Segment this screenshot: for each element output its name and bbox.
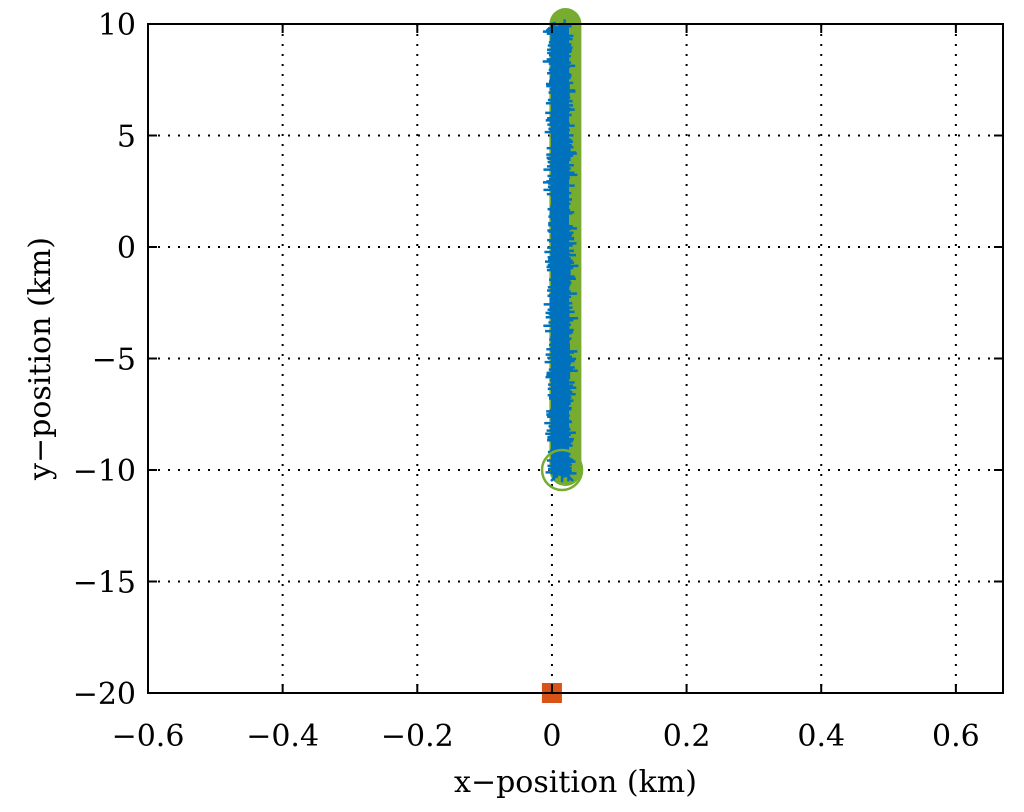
start-x-marker [550,458,574,482]
x-tick-label: 0.4 [797,719,845,754]
x-tick-label: −0.2 [381,719,454,754]
x-axis-label: x−position (km) [454,765,697,800]
y-tick-label: −10 [73,454,136,489]
x-tick-label: 0.2 [663,719,711,754]
estimate-core [551,26,570,475]
x-tick-label: 0 [542,719,561,754]
start-circle-marker [540,448,584,492]
x-tick-labels: −0.6 −0.4 −0.2 0 0.2 0.4 0.6 [112,719,980,754]
y-tick-label: −20 [73,677,136,712]
tick-marks [147,23,1003,694]
y-tick-labels: −20 −15 −10 −5 0 5 10 [73,8,136,712]
estimated-trajectory [542,19,579,483]
y-tick-label: 5 [117,120,136,155]
x-tick-label: −0.6 [112,719,185,754]
y-tick-label: −5 [92,343,136,378]
x-tick-label: −0.4 [246,719,319,754]
y-tick-label: −15 [73,566,136,601]
y-tick-label: 10 [98,8,136,43]
plot-layer [540,8,584,703]
x-tick-label: 0.6 [932,719,980,754]
y-tick-label: 0 [117,231,136,266]
y-axis-label: y−position (km) [23,237,58,481]
